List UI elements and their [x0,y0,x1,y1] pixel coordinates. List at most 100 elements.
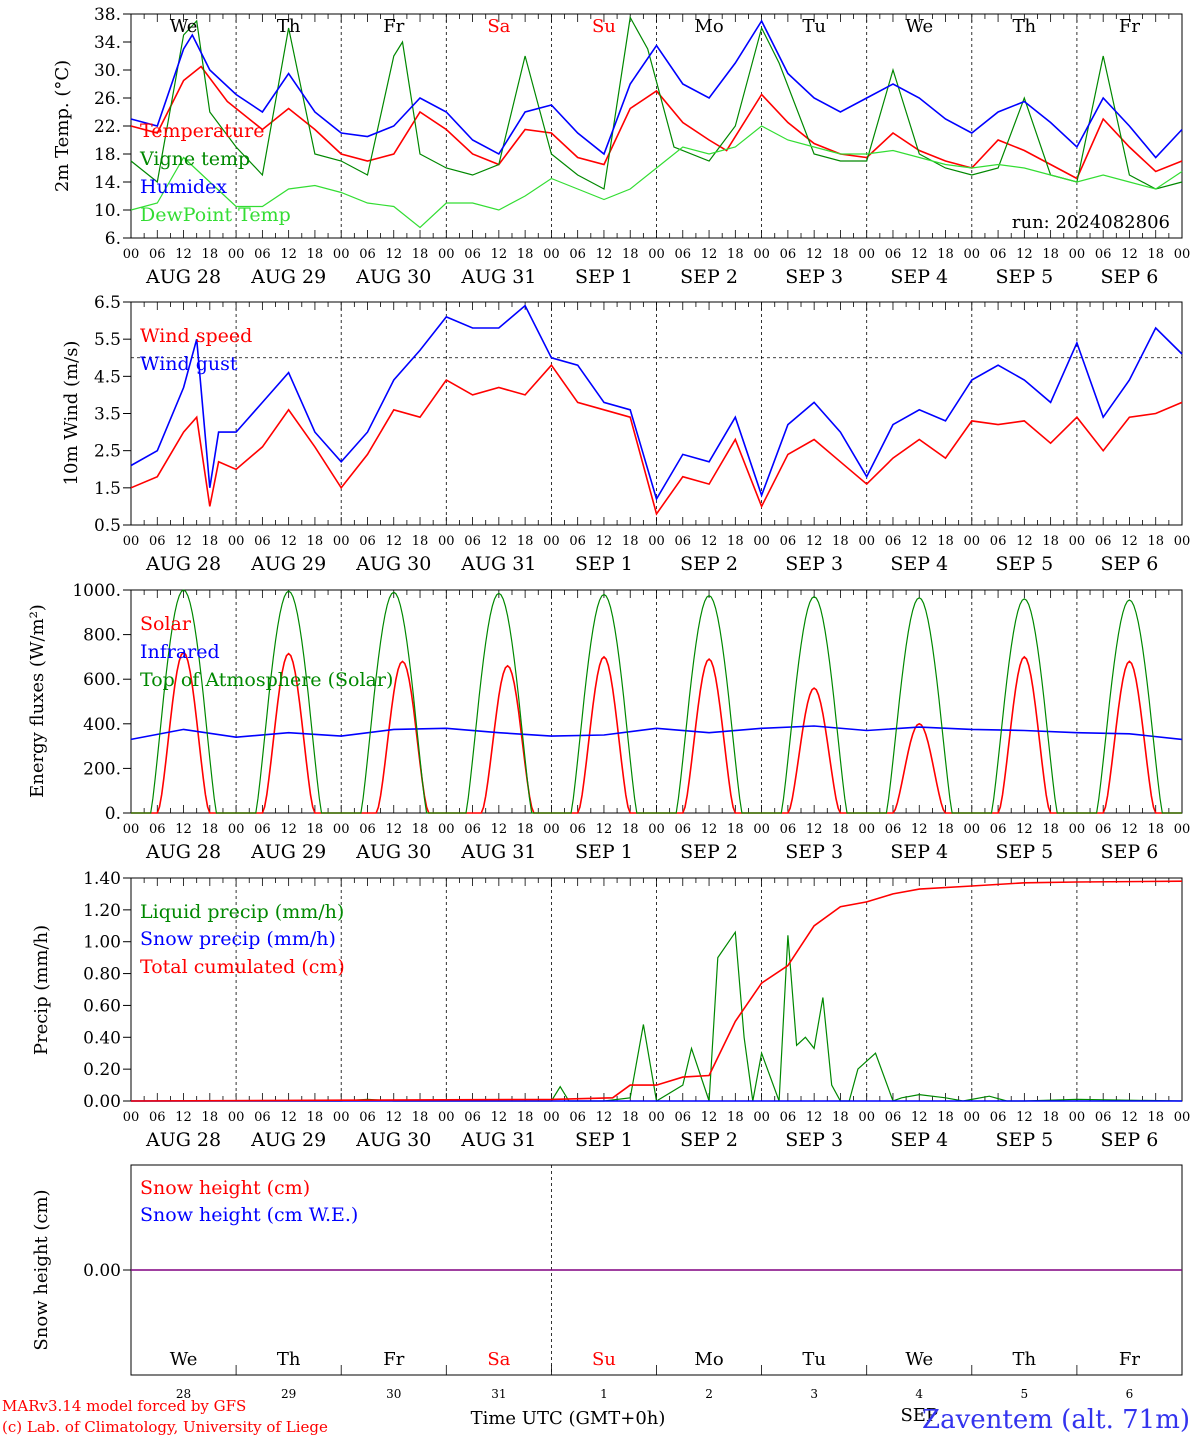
hour-tick-label: 06 [149,1110,166,1125]
date-label: SEP 4 [890,266,948,288]
hour-tick-label: 12 [701,534,718,549]
hour-tick-label: 06 [1095,822,1112,837]
date-label: AUG 30 [355,841,431,863]
hour-tick-label: 00 [123,247,140,262]
hour-tick-label: 12 [701,247,718,262]
hour-tick-label: 18 [202,247,219,262]
hour-tick-label: 06 [569,247,586,262]
hour-tick-label: 00 [543,247,560,262]
date-label: SEP 2 [680,553,738,575]
series-total-cumulated-cm- [130,880,1183,1102]
hour-tick-label: 18 [727,822,744,837]
hour-tick-label: 12 [596,822,613,837]
date-label: AUG 29 [250,266,326,288]
hour-tick-label: 18 [412,822,429,837]
legend-entry: Humidex [140,176,227,198]
date-label: SEP 3 [785,266,843,288]
hour-tick-label: 12 [806,1110,823,1125]
weekday-label: We [170,16,198,37]
legend-entry: Vigne temp [139,148,250,170]
y-tick-label: 30. [94,61,121,81]
hour-tick-label: 06 [780,1110,797,1125]
hour-tick-label: 18 [622,247,639,262]
hour-tick-label: 00 [543,1110,560,1125]
run-label: run: 2024082806 [1012,212,1170,233]
weekday-label: Sa [487,16,510,37]
hour-tick-label: 06 [149,534,166,549]
hour-tick-label: 18 [937,534,954,549]
hour-tick-label: 06 [359,1110,376,1125]
hour-tick-label: 06 [1095,247,1112,262]
day-number-label: 29 [281,1387,296,1401]
hour-tick-label: 18 [307,1110,324,1125]
hour-tick-label: 00 [1174,822,1191,837]
hour-tick-label: 12 [1121,247,1138,262]
date-label: SEP 5 [995,841,1053,863]
hour-tick-label: 00 [753,534,770,549]
date-label: SEP 1 [575,841,633,863]
hour-tick-label: 12 [491,534,508,549]
y-tick-label: 4.5 [94,367,121,387]
y-tick-label: 3.5 [94,405,121,425]
hour-tick-label: 18 [1147,247,1164,262]
legend-entry: Temperature [140,120,264,142]
weekday-label: We [905,16,933,37]
hour-tick-label: 12 [911,1110,928,1125]
y-tick-label: 22. [94,117,121,137]
hour-tick-label: 18 [937,247,954,262]
day-number-label: 4 [915,1387,923,1401]
date-label: SEP 5 [995,553,1053,575]
hour-tick-label: 18 [517,1110,534,1125]
hour-tick-label: 12 [911,822,928,837]
y-tick-label: 1.5 [94,479,121,499]
hour-tick-label: 12 [701,1110,718,1125]
hour-tick-label: 18 [727,534,744,549]
date-label: SEP 2 [680,266,738,288]
y-tick-label: 0.5 [94,516,121,536]
y-tick-label: 0.40 [83,1028,121,1048]
hour-tick-label: 00 [648,1110,665,1125]
hour-tick-label: 06 [359,534,376,549]
hour-tick-label: 12 [806,247,823,262]
weekday-label: Fr [1119,1349,1140,1370]
date-label: SEP 5 [995,266,1053,288]
weekday-label: Mo [694,16,723,37]
weekday-label: Fr [383,16,404,37]
hour-tick-label: 00 [753,247,770,262]
date-label: SEP 6 [1101,553,1159,575]
hour-tick-label: 06 [990,1110,1007,1125]
date-label: SEP 3 [785,553,843,575]
hour-tick-label: 12 [175,247,192,262]
hour-tick-label: 00 [228,247,245,262]
y-axis-label: 10m Wind (m/s) [61,341,82,486]
weekday-label: Tu [802,1349,826,1370]
hour-tick-label: 00 [543,822,560,837]
hour-tick-label: 06 [464,247,481,262]
y-axis-label: 2m Temp. (°C) [52,60,73,192]
hour-tick-label: 12 [175,1110,192,1125]
hour-tick-label: 18 [1147,1110,1164,1125]
hour-tick-label: 12 [1016,1110,1033,1125]
hour-tick-label: 00 [1174,534,1191,549]
hour-tick-label: 06 [464,822,481,837]
y-tick-label: 200. [83,759,121,779]
hour-tick-label: 06 [675,534,692,549]
hour-tick-label: 18 [307,534,324,549]
hour-tick-label: 18 [622,534,639,549]
hour-tick-label: 12 [280,247,297,262]
weekday-label: Th [1013,16,1037,37]
legend-entry: Wind speed [140,325,252,347]
legend-entry: Top of Atmosphere (Solar) [140,669,393,691]
hour-tick-label: 18 [1042,534,1059,549]
hour-tick-label: 12 [701,822,718,837]
date-label: SEP 1 [575,553,633,575]
series-temperature [130,65,1183,180]
hour-tick-label: 12 [280,534,297,549]
date-label: SEP 1 [575,266,633,288]
hour-tick-label: 18 [202,534,219,549]
series-vigne-temp [130,15,1183,190]
weekday-label: Tu [802,16,826,37]
hour-tick-label: 06 [569,822,586,837]
date-label: SEP 1 [575,1129,633,1151]
hour-tick-label: 06 [149,247,166,262]
